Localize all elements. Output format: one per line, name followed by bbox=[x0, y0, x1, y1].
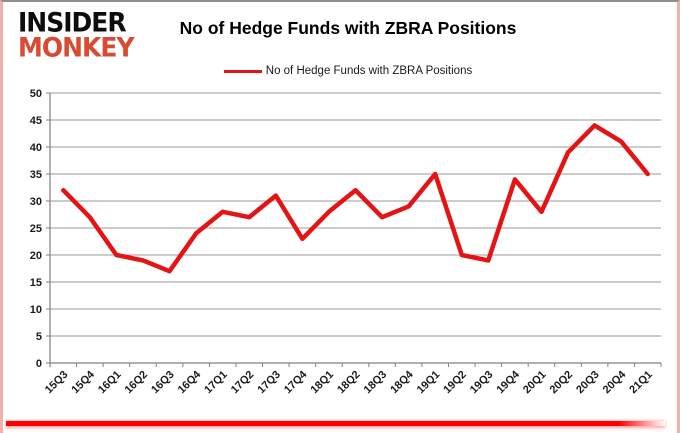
y-tick-label: 35 bbox=[30, 169, 42, 181]
x-tick-label: 17Q4 bbox=[282, 368, 310, 396]
y-tick-label: 5 bbox=[36, 331, 42, 343]
x-tick-label: 19Q2 bbox=[441, 369, 469, 397]
x-tick-label: 17Q2 bbox=[229, 369, 257, 397]
y-tick-label: 45 bbox=[30, 115, 42, 127]
y-tick-label: 25 bbox=[30, 223, 42, 235]
x-tick-label: 21Q1 bbox=[627, 369, 655, 397]
x-tick-label: 18Q1 bbox=[309, 369, 337, 397]
x-tick-label: 19Q4 bbox=[494, 368, 522, 396]
logo-monkey-text: MONKEY bbox=[18, 31, 135, 63]
legend-line-swatch bbox=[223, 69, 262, 73]
y-tick-label: 15 bbox=[30, 277, 42, 289]
bottom-red-bar bbox=[6, 421, 665, 426]
x-tick-label: 16Q3 bbox=[149, 369, 177, 397]
chart-legend: No of Hedge Funds with ZBRA Positions bbox=[3, 65, 677, 77]
x-tick-label: 20Q3 bbox=[574, 369, 602, 397]
chart-title: No of Hedge Funds with ZBRA Positions bbox=[179, 18, 517, 38]
y-tick-label: 30 bbox=[30, 196, 42, 208]
x-tick-label: 20Q2 bbox=[548, 369, 576, 397]
x-tick-label: 15Q4 bbox=[69, 368, 97, 396]
legend-label: No of Hedge Funds with ZBRA Positions bbox=[265, 65, 473, 77]
x-tick-label: 18Q4 bbox=[388, 368, 416, 396]
x-tick-label: 17Q3 bbox=[255, 369, 283, 397]
y-tick-label: 10 bbox=[30, 304, 42, 316]
x-tick-label: 15Q3 bbox=[43, 369, 71, 397]
series-line bbox=[61, 123, 650, 274]
x-tick-label: 18Q2 bbox=[335, 369, 363, 397]
x-tick-label: 16Q2 bbox=[123, 369, 151, 397]
x-tick-label: 18Q3 bbox=[362, 369, 390, 397]
x-tick-label: 19Q3 bbox=[468, 369, 496, 397]
x-tick-label: 20Q4 bbox=[601, 368, 629, 396]
x-tick-label: 17Q1 bbox=[202, 369, 230, 397]
insider-monkey-logo: INSIDER MONKEY bbox=[18, 6, 135, 63]
logo-insider-text: INSIDER bbox=[18, 6, 127, 39]
x-tick-label: 20Q1 bbox=[521, 369, 549, 397]
chart-canvas: 0 5 10 15 20 25 30 35 40 45 50 15Q3 15Q4 16Q1 16Q2 16Q3… bbox=[30, 88, 662, 397]
y-tick-label: 0 bbox=[36, 358, 42, 370]
y-tick-label: 50 bbox=[30, 88, 42, 100]
x-tick-label: 16Q4 bbox=[176, 368, 204, 396]
x-tick-label: 16Q1 bbox=[96, 369, 124, 397]
y-tick-label: 40 bbox=[30, 142, 42, 154]
y-tick-label: 20 bbox=[30, 250, 42, 262]
x-tick-label: 19Q1 bbox=[415, 369, 443, 397]
